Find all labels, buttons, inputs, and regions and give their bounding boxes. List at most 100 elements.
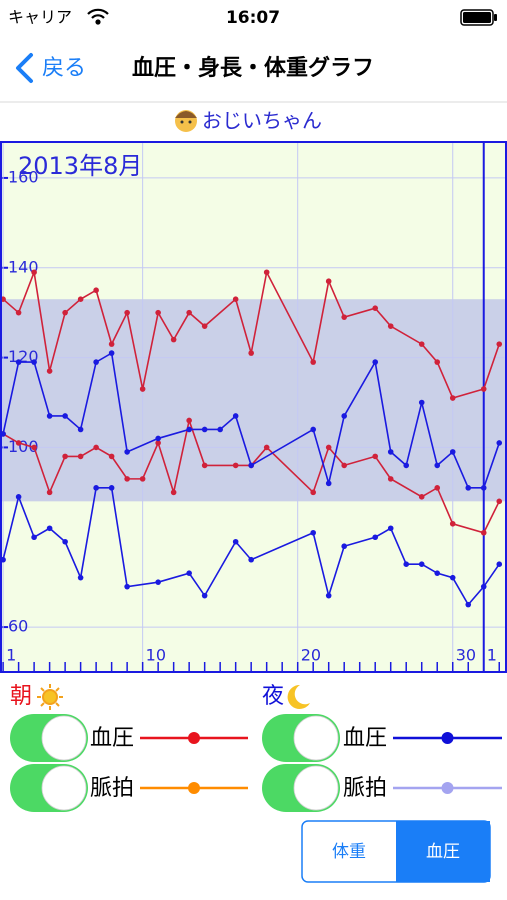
toggle-knob[interactable]	[41, 715, 87, 761]
data-point	[341, 543, 348, 550]
data-point	[62, 453, 68, 460]
data-point	[124, 309, 130, 316]
data-point	[15, 359, 22, 365]
data-point	[449, 574, 456, 581]
data-point	[372, 453, 379, 460]
data-point	[62, 413, 68, 419]
data-point	[124, 583, 130, 590]
data-point	[186, 309, 192, 316]
data-point	[480, 485, 487, 491]
data-point	[232, 296, 239, 303]
carrier: キャリア	[8, 8, 72, 27]
toggle-knob[interactable]	[293, 765, 339, 811]
data-point	[325, 444, 332, 451]
segment-label[interactable]: 体重	[332, 842, 366, 862]
x-tick-label: 1	[6, 646, 16, 665]
data-point	[124, 476, 130, 482]
data-point	[186, 426, 192, 433]
data-point	[139, 386, 146, 392]
legend-dot	[441, 732, 454, 744]
data-point	[201, 323, 208, 329]
morning-label: 朝	[10, 684, 32, 709]
data-point	[217, 426, 223, 433]
data-point	[46, 525, 53, 532]
legend-dot	[441, 782, 454, 794]
back-button[interactable]: 戻る	[42, 56, 86, 81]
data-point	[108, 350, 115, 356]
data-point	[480, 386, 487, 392]
data-point	[93, 359, 99, 365]
data-point	[31, 359, 37, 365]
data-point	[232, 538, 239, 545]
data-point	[403, 561, 410, 568]
data-point	[232, 413, 239, 419]
data-point	[449, 449, 456, 455]
data-point	[201, 592, 208, 599]
data-point	[155, 579, 161, 585]
data-point	[77, 574, 84, 581]
data-point	[108, 485, 115, 491]
segmented-control: 体重 血圧	[301, 820, 491, 883]
back-chevron[interactable]	[16, 53, 33, 83]
data-point	[418, 561, 425, 568]
toggle-label: 脈拍	[90, 776, 134, 801]
data-point	[15, 309, 22, 316]
data-point	[77, 453, 84, 460]
segment-selected[interactable]	[396, 821, 490, 882]
wifi-icon	[87, 8, 109, 25]
data-point	[496, 440, 503, 446]
clock: 16:07	[226, 8, 280, 28]
toggle-knob[interactable]	[293, 715, 339, 761]
data-point	[15, 494, 22, 500]
toggle-label: 血圧	[90, 726, 134, 751]
data-point	[46, 489, 53, 496]
data-point	[170, 336, 177, 343]
normal-range-band	[0, 299, 507, 502]
data-point	[387, 525, 394, 532]
data-point	[372, 534, 379, 541]
data-point	[77, 296, 84, 303]
data-point	[310, 359, 316, 365]
data-point	[124, 449, 130, 455]
data-point	[31, 269, 37, 276]
data-point	[248, 556, 254, 563]
data-point	[93, 444, 99, 451]
data-point	[186, 570, 192, 576]
data-point	[46, 413, 53, 419]
nav-title: 血圧・身長・体重グラフ	[132, 55, 374, 81]
data-point	[232, 462, 239, 469]
data-point	[387, 323, 394, 329]
data-point	[15, 440, 22, 446]
data-point	[62, 309, 68, 316]
data-point	[31, 534, 37, 541]
legend-dot	[188, 782, 200, 794]
x-tick-label: 10	[146, 646, 166, 665]
moon-icon	[287, 684, 310, 709]
user-name: おじいちゃん	[202, 109, 322, 133]
data-point	[465, 601, 472, 608]
user-avatar	[175, 110, 197, 132]
night-label: 夜	[262, 684, 284, 709]
data-point	[310, 426, 316, 433]
data-point	[155, 309, 161, 316]
data-point	[139, 476, 146, 482]
data-point	[46, 368, 53, 374]
segment-label[interactable]: 血圧	[426, 842, 460, 862]
toggle-knob[interactable]	[41, 765, 87, 811]
data-point	[496, 341, 503, 347]
data-point	[248, 350, 254, 356]
data-point	[263, 269, 270, 276]
data-point	[449, 395, 456, 401]
data-point	[325, 480, 332, 487]
y-tick-label: 140	[8, 257, 39, 276]
data-point	[341, 413, 348, 419]
data-point	[480, 529, 487, 536]
data-point	[341, 314, 348, 320]
battery-icon	[460, 9, 497, 26]
data-point	[465, 485, 472, 491]
data-point	[387, 476, 394, 482]
